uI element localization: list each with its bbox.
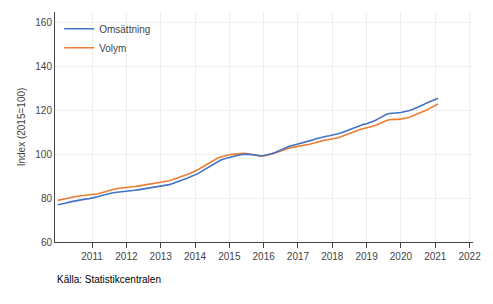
- svg-text:160: 160: [35, 17, 52, 28]
- svg-text:Index (2015=100): Index (2015=100): [16, 88, 27, 167]
- svg-text:120: 120: [35, 105, 52, 116]
- svg-text:Volym: Volym: [99, 43, 126, 54]
- svg-text:2018: 2018: [321, 251, 344, 262]
- svg-text:2017: 2017: [287, 251, 310, 262]
- svg-text:2016: 2016: [253, 251, 276, 262]
- svg-text:140: 140: [35, 61, 52, 72]
- svg-text:2012: 2012: [115, 251, 138, 262]
- svg-text:2015: 2015: [218, 251, 241, 262]
- svg-text:2021: 2021: [424, 251, 447, 262]
- svg-text:2020: 2020: [390, 251, 413, 262]
- svg-text:2013: 2013: [150, 251, 173, 262]
- svg-text:2022: 2022: [458, 251, 481, 262]
- svg-text:2014: 2014: [184, 251, 207, 262]
- svg-text:2019: 2019: [355, 251, 378, 262]
- svg-text:Omsättning: Omsättning: [99, 24, 150, 35]
- svg-text:80: 80: [41, 193, 53, 204]
- svg-text:Källa: Statistikcentralen: Källa: Statistikcentralen: [57, 274, 161, 285]
- svg-text:60: 60: [41, 237, 53, 248]
- svg-text:2011: 2011: [81, 251, 103, 262]
- svg-text:100: 100: [35, 149, 52, 160]
